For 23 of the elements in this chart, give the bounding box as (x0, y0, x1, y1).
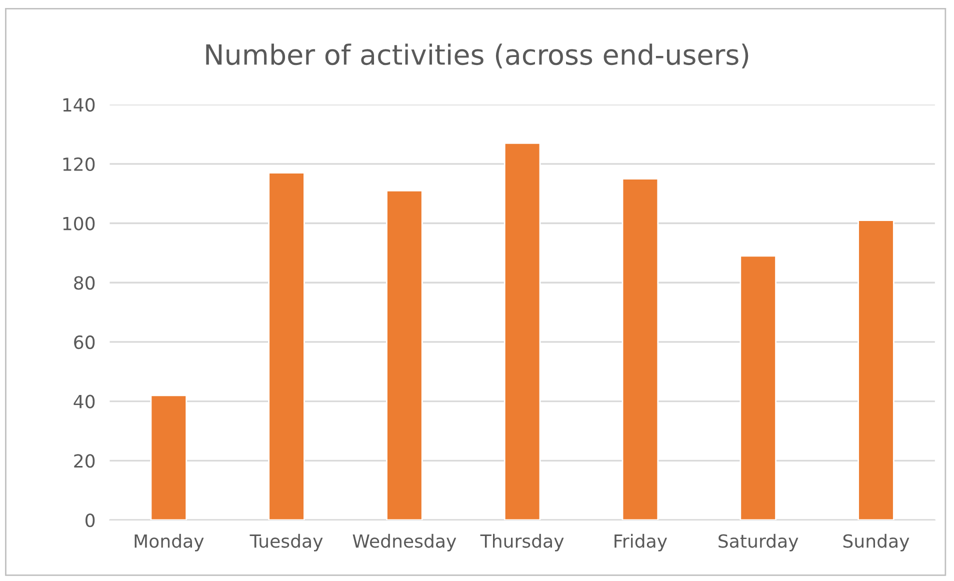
y-tick-label: 60 (74, 335, 95, 350)
bar (268, 172, 305, 520)
x-tick-label: Friday (614, 534, 668, 552)
y-tick-label: 120 (63, 157, 95, 172)
y-tick-label: 20 (74, 454, 95, 468)
y-tick-label: 140 (63, 98, 95, 112)
x-tick-label: Tuesday (250, 534, 323, 552)
bar (858, 220, 894, 520)
bar (504, 142, 541, 520)
bar (150, 394, 188, 520)
x-tick-label: Sunday (843, 534, 910, 552)
y-tick-label: 80 (74, 276, 95, 290)
y-tick-label: 0 (86, 513, 95, 528)
y-tick-label: 40 (74, 394, 95, 408)
chart-title: Number of activities (across end-users) (206, 44, 748, 68)
x-tick-label: Wednesday (352, 534, 456, 552)
bar (386, 190, 423, 520)
bar (622, 178, 659, 520)
x-tick-label: Thursday (480, 534, 564, 552)
x-tick-label: Saturday (718, 534, 798, 552)
y-tick-label: 100 (63, 216, 95, 230)
bar (740, 255, 776, 520)
x-tick-label: Monday (134, 534, 204, 552)
